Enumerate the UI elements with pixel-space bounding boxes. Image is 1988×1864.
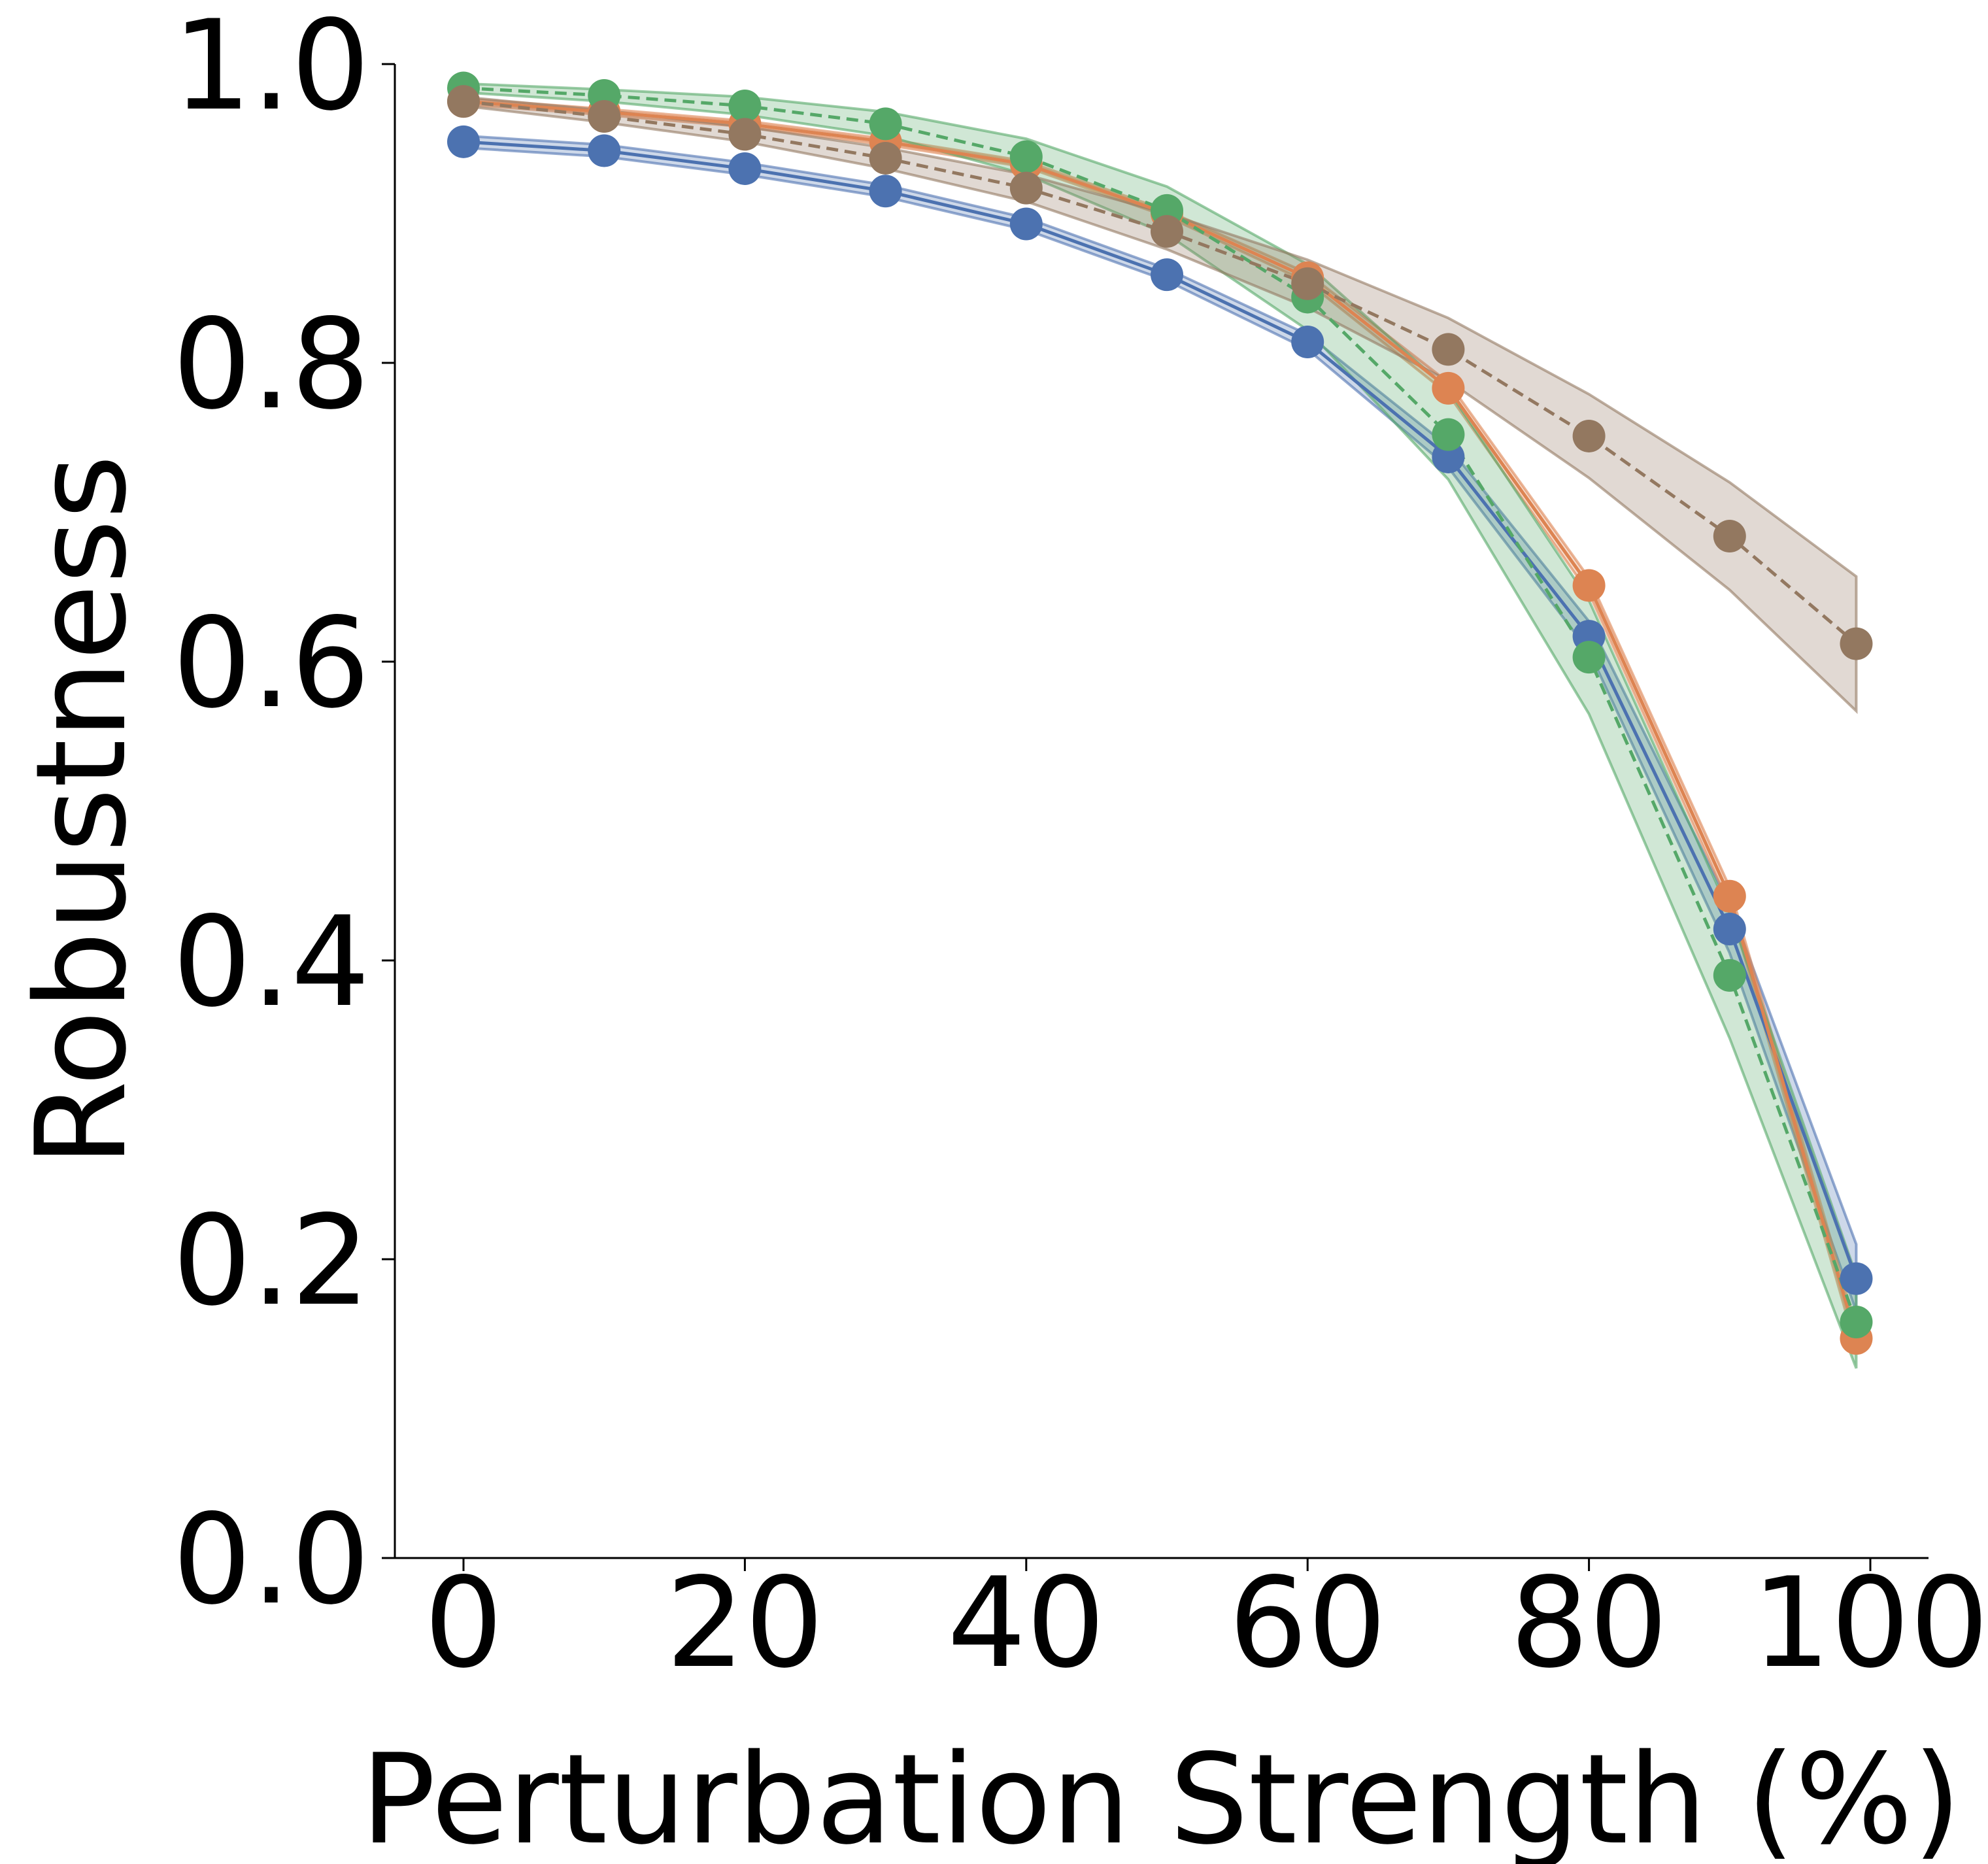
- series-3-point: [1713, 520, 1746, 553]
- series-0-point: [1432, 440, 1465, 473]
- y-tick-label: 0.6: [173, 591, 370, 736]
- series-0-point: [447, 125, 480, 158]
- series-markers: [447, 71, 1873, 1355]
- x-tick-label: 80: [1510, 1551, 1668, 1695]
- series-0-point: [869, 175, 902, 208]
- y-ticks: 0.0 0.2 0.4 0.6 0.8 1.0: [173, 0, 395, 1632]
- x-tick-label: 0: [424, 1551, 503, 1695]
- series-3-line: [463, 99, 1858, 645]
- y-tick-label: 0.0: [173, 1487, 370, 1632]
- series-2-point: [1572, 641, 1606, 674]
- x-tick-label: 100: [1752, 1551, 1988, 1695]
- x-ticks: 0 20 40 60 80 100: [424, 1551, 1988, 1695]
- y-tick-label: 1.0: [173, 0, 370, 138]
- x-tick-label: 60: [1228, 1551, 1387, 1695]
- series-0-point: [1840, 1262, 1873, 1295]
- x-tick-label: 20: [666, 1551, 824, 1695]
- series-3-point: [1572, 419, 1606, 452]
- series-2-point: [728, 89, 762, 122]
- y-axis-label: Robustness: [9, 454, 154, 1167]
- series-1-point: [1713, 879, 1746, 913]
- series-0-point: [1151, 258, 1183, 292]
- series-0-point: [728, 152, 762, 185]
- series-3-point: [728, 118, 762, 151]
- series-2-point: [1840, 1305, 1873, 1338]
- series-2-point: [1009, 140, 1043, 173]
- x-axis-label: Perturbation Strength (%): [361, 1727, 1961, 1864]
- series-2-point: [1432, 418, 1465, 451]
- series-3-point: [869, 141, 902, 175]
- y-tick-label: 0.8: [173, 292, 370, 437]
- series-0-point: [1713, 913, 1746, 946]
- y-tick-label: 0.2: [173, 1189, 370, 1333]
- series-3-point: [447, 85, 480, 118]
- series-0-point: [1291, 326, 1324, 359]
- series-2-point: [1713, 958, 1746, 992]
- series-0-point: [1009, 207, 1043, 241]
- series-3-point: [1009, 171, 1043, 205]
- series-1-point: [1432, 371, 1465, 405]
- series-2-band: [462, 82, 1858, 1369]
- series-3-point: [1291, 267, 1324, 300]
- series-3-point: [1432, 333, 1465, 366]
- series-3-point: [1840, 627, 1873, 660]
- series-3-point: [1151, 214, 1183, 248]
- x-tick-label: 40: [947, 1551, 1105, 1695]
- series-3-point: [588, 99, 621, 133]
- series-0-point: [588, 134, 621, 167]
- series-2-point: [869, 107, 902, 141]
- series-1-point: [1572, 569, 1606, 602]
- y-tick-label: 0.4: [173, 890, 370, 1034]
